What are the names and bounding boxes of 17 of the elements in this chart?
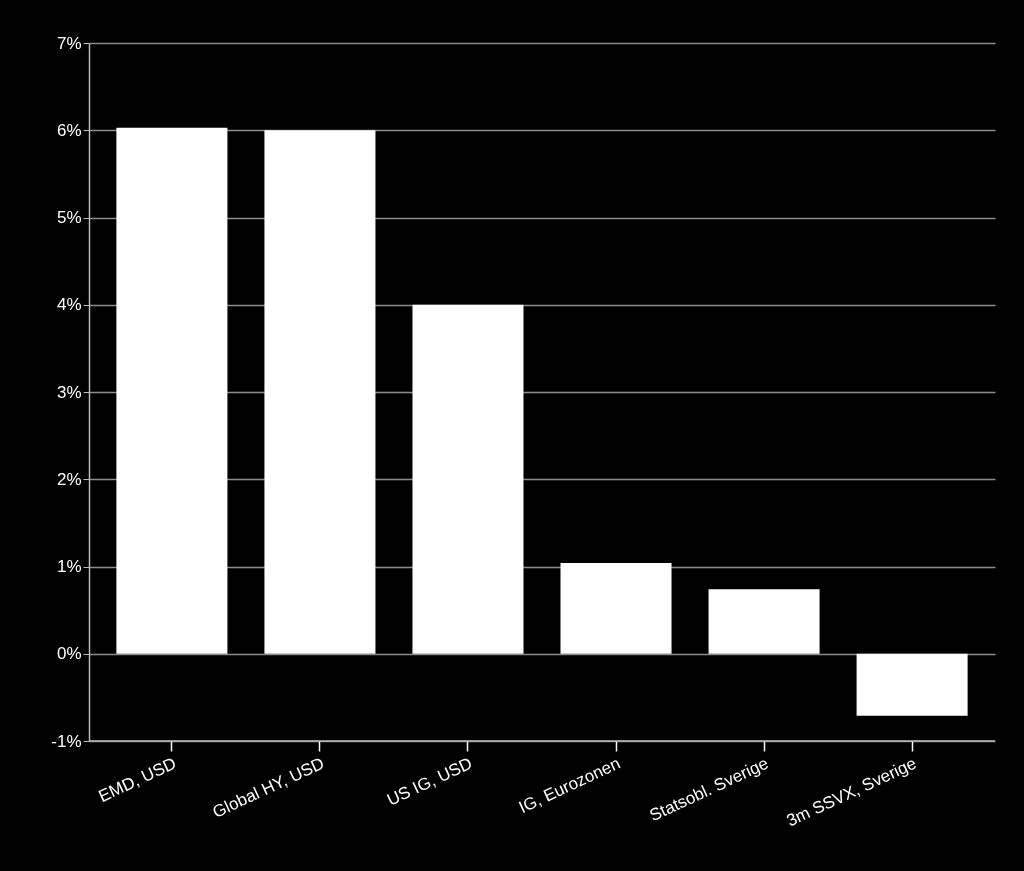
- bar: [116, 127, 228, 654]
- y-tick-label: 7%: [56, 33, 82, 53]
- x-tick-label: EMD, USD: [95, 753, 180, 807]
- bar: [264, 130, 376, 654]
- y-tick-label: -1%: [51, 731, 82, 751]
- y-tick-label: 2%: [56, 469, 82, 489]
- y-tick-label: 5%: [56, 208, 82, 227]
- bar: [560, 563, 672, 654]
- y-tick-label: 4%: [56, 295, 82, 315]
- y-tick-label: 0%: [56, 644, 82, 664]
- y-tick-label: 1%: [56, 557, 82, 576]
- bar: [856, 653, 968, 716]
- x-tick-label: US IG, USD: [384, 753, 476, 810]
- bar: [708, 589, 820, 654]
- y-tick-label: 6%: [56, 120, 82, 140]
- y-tick-label: 3%: [56, 382, 82, 402]
- bar: [412, 304, 524, 654]
